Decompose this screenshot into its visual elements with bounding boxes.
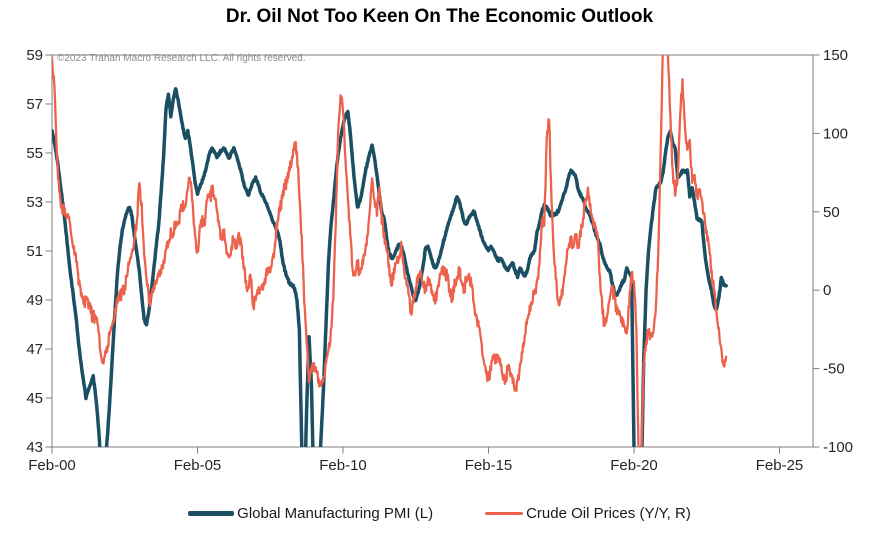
pmi-legend-swatch: [188, 511, 235, 516]
legend-label: Global Manufacturing PMI (L): [237, 505, 434, 522]
left-axis-tick-label: 45: [26, 390, 43, 407]
left-axis-tick-label: 51: [26, 243, 43, 260]
chart-title: Dr. Oil Not Too Keen On The Economic Out…: [225, 6, 654, 27]
left-axis-tick-label: 43: [26, 439, 43, 456]
right-axis-tick-label: 0: [823, 282, 831, 299]
oil-line: [52, 55, 728, 447]
left-axis-tick-label: 47: [26, 341, 43, 358]
legend: Global Manufacturing PMI (L) Crude Oil Pr…: [0, 505, 879, 522]
left-axis-tick-label: 49: [26, 292, 43, 309]
left-axis-tick-label: 55: [26, 145, 43, 162]
left-axis-tick-label: 59: [26, 47, 43, 64]
legend-item: Crude Oil Prices (Y/Y, R): [485, 505, 691, 522]
x-axis-tick-label: Feb-20: [610, 457, 658, 474]
oil-legend-swatch: [485, 512, 524, 515]
x-axis-tick-label: Feb-25: [756, 457, 804, 474]
right-axis-tick-label: 100: [823, 125, 848, 142]
right-axis-tick-label: 150: [823, 47, 848, 64]
right-axis-tick-label: 50: [823, 204, 840, 221]
left-axis-tick-label: 57: [26, 96, 43, 113]
right-axis-tick-label: -100: [823, 439, 853, 456]
x-axis-tick-label: Feb-15: [465, 457, 513, 474]
left-axis-tick-label: 53: [26, 194, 43, 211]
legend-label: Crude Oil Prices (Y/Y, R): [526, 505, 691, 522]
legend-item: Global Manufacturing PMI (L): [188, 505, 433, 522]
right-axis-tick-label: -50: [823, 361, 845, 378]
copyright-notice: ©2023 Trahan Macro Research LLC. All rig…: [57, 53, 306, 64]
x-axis-tick-label: Feb-05: [174, 457, 222, 474]
x-axis-tick-label: Feb-10: [319, 457, 367, 474]
x-axis-tick-label: Feb-00: [28, 457, 76, 474]
